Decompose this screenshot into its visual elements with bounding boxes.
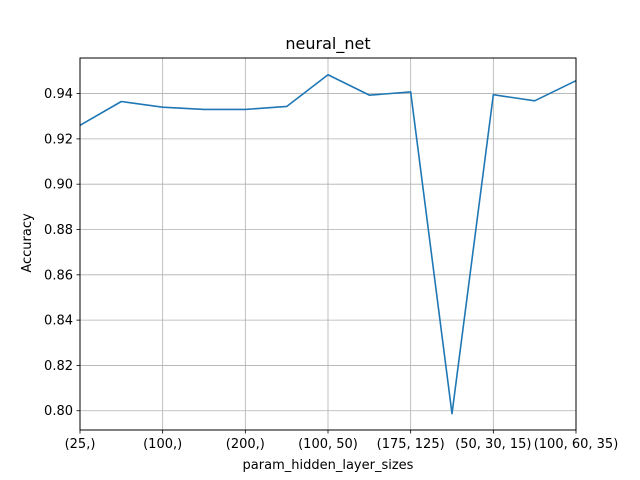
grid-lines [79,58,577,430]
x-tick-label: (100, 50) [298,437,358,452]
series-layer [79,73,577,415]
x-tick-label: (50, 30, 15) [455,437,531,452]
x-tick-label: (175, 125) [377,437,445,452]
chart-title: neural_net [285,34,370,54]
x-axis-label: param_hidden_layer_sizes [243,458,414,473]
x-tick-label: (100,) [143,437,182,452]
y-tick-label: 0.82 [44,359,73,374]
y-tick-label: 0.88 [44,223,73,238]
x-tick-label: (200,) [226,437,265,452]
y-tick-label: 0.80 [44,404,73,419]
y-tick-label: 0.90 [44,178,73,193]
y-tick-label: 0.92 [44,132,73,147]
series-line [79,73,577,415]
x-tick-label: (100, 60, 35) [534,437,619,452]
y-tick-label: 0.84 [44,314,73,329]
y-tick-label: 0.94 [44,87,73,102]
y-tick-label: 0.86 [44,268,73,283]
axis-ticks: 0.80 0.82 0.84 0.86 0.88 0.90 0.92 0.94 (25,) (10… [44,87,618,452]
x-tick-label: (25,) [65,437,96,452]
y-axis-label: Accuracy [20,213,35,273]
